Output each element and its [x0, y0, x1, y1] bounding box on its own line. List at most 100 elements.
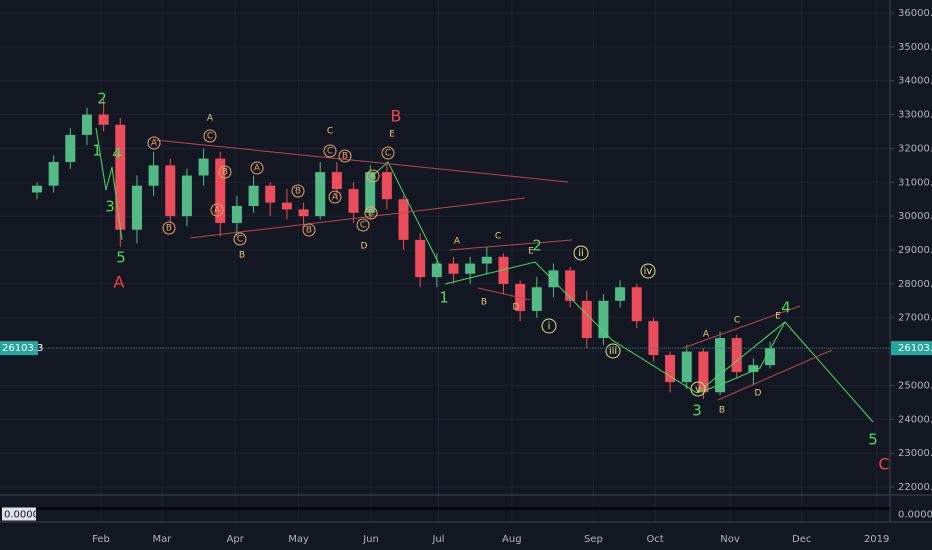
- candle-body: [531, 287, 542, 311]
- wave-label: 4: [781, 299, 791, 317]
- indicator-value-label: 0.0000: [4, 510, 39, 521]
- candle-body: [648, 321, 659, 355]
- candle-body: [748, 365, 759, 372]
- candle-body: [131, 185, 142, 230]
- wave-label-circle: [573, 245, 589, 261]
- wave-label-circle: [233, 232, 247, 246]
- wave-label: C: [734, 316, 740, 326]
- candle-body: [631, 287, 642, 322]
- wave-label-circle: [250, 161, 264, 175]
- candle-body: [581, 300, 592, 339]
- x-tick-label: Mar: [153, 534, 173, 545]
- channel-line: [477, 287, 531, 301]
- x-tick-label: Apr: [227, 534, 245, 545]
- wave-label-circle: [302, 223, 316, 237]
- candle-body: [298, 209, 309, 217]
- wave-label: C: [327, 147, 333, 157]
- candle-body: [165, 165, 176, 217]
- candle-body: [698, 351, 709, 393]
- channel-line: [682, 305, 801, 349]
- candle-body: [448, 263, 459, 274]
- x-tick-label: Oct: [646, 534, 663, 545]
- wave-label: A: [151, 139, 158, 149]
- wave-label: D: [513, 303, 520, 313]
- x-tick-label: 2019: [864, 534, 889, 545]
- wave-label: E: [775, 312, 781, 322]
- candle-body: [215, 158, 226, 223]
- last-price-box: [891, 341, 932, 356]
- x-tick-label: Aug: [502, 534, 522, 545]
- x-tick-label: Dec: [792, 534, 811, 545]
- wave-label: E: [389, 130, 395, 140]
- x-tick-label: Jul: [431, 534, 444, 545]
- wave-line: [95, 127, 123, 241]
- y-tick-label: 33000.0: [898, 110, 932, 121]
- wave-label-circle: [218, 165, 232, 179]
- candle-body: [565, 270, 576, 301]
- wave-label: A: [254, 164, 261, 174]
- candle-body: [481, 256, 492, 264]
- wave-label: 2: [97, 90, 107, 108]
- wave-label: B: [239, 251, 245, 261]
- candle-body: [181, 175, 192, 217]
- candle-body: [398, 199, 409, 240]
- wave-label-circle: [203, 129, 217, 143]
- channel-line: [189, 197, 526, 239]
- wave-label: B: [306, 226, 312, 236]
- indicator-tick-label: 0.0000: [898, 510, 932, 521]
- candle-body: [365, 172, 376, 213]
- wave-label: A: [114, 273, 125, 292]
- candles: [31, 97, 776, 400]
- wave-label-circle: [605, 343, 621, 359]
- wave-label: iii: [609, 346, 617, 357]
- wave-label: D: [361, 242, 368, 252]
- candle-body: [598, 300, 609, 339]
- wave-label-circle: [328, 190, 342, 204]
- wave-label: A: [207, 114, 214, 124]
- channel-line: [449, 239, 573, 251]
- wave-label: D: [755, 389, 762, 399]
- wave-label: v: [695, 384, 701, 395]
- wave-label: C: [495, 232, 501, 242]
- wave-label-circle: [291, 184, 305, 198]
- wave-label: C: [360, 221, 366, 231]
- wave-label-circle: [690, 381, 706, 397]
- wave-label: 5: [116, 249, 126, 267]
- candle-body: [31, 185, 42, 193]
- candle-body: [248, 185, 259, 207]
- wave-label: C: [237, 235, 243, 245]
- candle-body: [665, 354, 676, 383]
- wave-label-circle: [338, 149, 352, 163]
- y-tick-label: 28000.0: [898, 279, 932, 290]
- candle-body: [115, 124, 126, 230]
- last-price-label: 26103.3: [2, 343, 43, 354]
- wave-label: C: [327, 127, 333, 137]
- x-tick-label: Jun: [362, 534, 379, 545]
- candle-body: [315, 172, 326, 217]
- candle-body: [431, 263, 442, 278]
- candle-body: [331, 172, 342, 190]
- grid: [0, 0, 890, 522]
- y-tick-label: 22000.0: [898, 482, 932, 493]
- wave-label: B: [166, 224, 172, 234]
- x-tick-label: Feb: [92, 534, 110, 545]
- wave-label: A: [454, 237, 461, 247]
- indicator-value-box: [2, 507, 36, 521]
- wave-label: B: [222, 168, 228, 178]
- y-tick-label: 31000.0: [898, 177, 932, 188]
- wave-label: ii: [578, 248, 584, 259]
- wave-label: C: [878, 455, 889, 474]
- candle-body: [465, 263, 476, 274]
- last-price-label: 26103.3: [898, 343, 932, 354]
- channel-line: [717, 349, 833, 401]
- wave-label: i: [548, 321, 551, 332]
- wave-label: A: [703, 330, 710, 340]
- candle-body: [231, 206, 242, 223]
- last-price-box: [0, 341, 38, 356]
- candle-body: [198, 158, 209, 176]
- y-tick-label: 27000.0: [898, 313, 932, 324]
- wave-label: B: [368, 209, 374, 219]
- wave-label-circle: [162, 221, 176, 235]
- candle-body: [548, 270, 559, 288]
